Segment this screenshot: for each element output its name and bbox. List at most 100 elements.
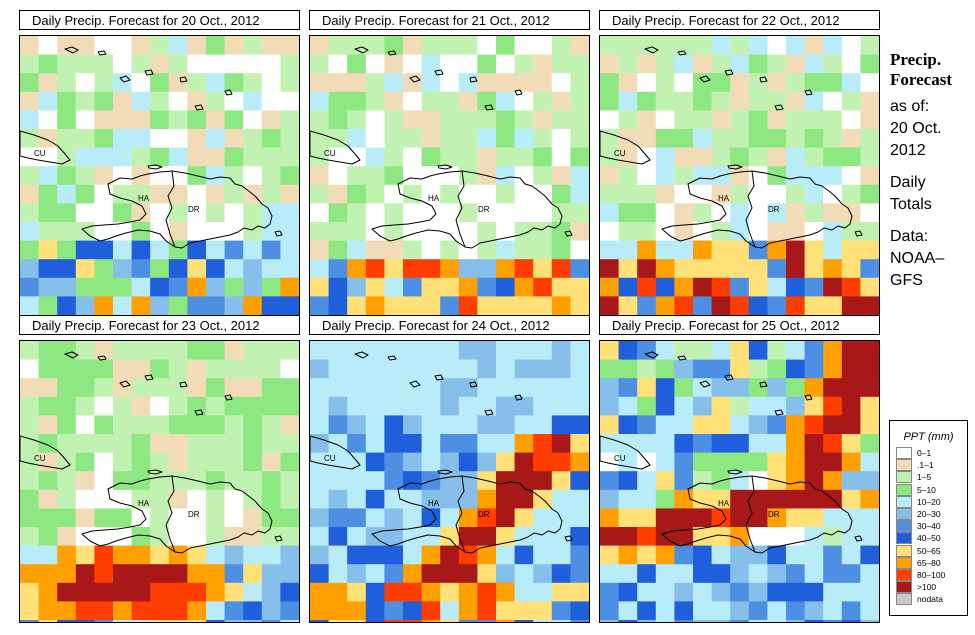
grid-cell [421, 527, 441, 546]
legend-item: 5–10 [890, 483, 967, 496]
grid-cell [440, 203, 460, 223]
grid-cell [206, 601, 225, 621]
grid-cell [206, 91, 225, 111]
grid-cell [458, 396, 478, 416]
legend-label: 20–30 [917, 509, 941, 520]
grid-cell [570, 359, 589, 379]
grid-cell [20, 110, 39, 130]
as-of-date-line2: 2012 [890, 142, 926, 159]
grid-cell [38, 110, 58, 130]
grid-cell [730, 203, 750, 223]
legend-item: >100 [890, 581, 967, 594]
grid-cell [403, 166, 422, 186]
grid-cell [674, 434, 694, 453]
grid-cell [224, 166, 244, 186]
grid-cell [403, 341, 422, 360]
grid-cell [841, 396, 861, 416]
grid-cell [655, 240, 675, 260]
grid-cell [75, 129, 95, 148]
grid-cell [347, 73, 367, 93]
ppt-legend: PPT (mm) 0–1.1–1 1–5 5–10 10–20 20–30 30–40 40… [889, 420, 968, 616]
grid-cell [261, 110, 281, 130]
grid-cell [860, 359, 879, 379]
grid-cell [711, 489, 731, 509]
grid-cell [310, 296, 329, 316]
grid-cell [711, 359, 731, 379]
grid-cell [823, 73, 843, 93]
grid-cell [243, 166, 263, 186]
grid-cell [655, 129, 675, 148]
grid-cell [38, 341, 58, 360]
grid-cell [75, 434, 95, 453]
grid-cell [261, 166, 281, 186]
grid-cell [365, 378, 385, 398]
grid-cell [94, 378, 114, 398]
grid-cell [440, 36, 460, 55]
grid-cell [113, 277, 132, 297]
grid-cell [328, 545, 348, 565]
grid-cell [243, 545, 263, 565]
grid-cell [384, 564, 404, 584]
grid-cell [365, 434, 385, 453]
grid-cell [150, 240, 170, 260]
grid-cell [514, 527, 534, 546]
grid-cell [496, 36, 515, 55]
grid-cell [187, 527, 207, 546]
totals-line1: Daily [890, 174, 926, 191]
grid-cell [748, 396, 768, 416]
grid-cell [693, 508, 712, 528]
grid-cell [496, 545, 515, 565]
grid-cell [243, 527, 263, 546]
grid-cell [384, 240, 404, 260]
grid-cell [403, 184, 422, 204]
grid-cell [637, 471, 657, 491]
grid-cell [310, 582, 329, 602]
legend-label: 1–5 [917, 472, 932, 483]
grid-cell [20, 296, 39, 316]
grid-cell [403, 415, 422, 435]
grid-cell [711, 91, 731, 111]
grid-cell [860, 240, 879, 260]
grid-cell [477, 54, 497, 74]
grid-cell [310, 259, 329, 279]
grid-cell [440, 582, 460, 602]
island-outline [804, 89, 813, 96]
grid-cell [458, 184, 478, 204]
grid-cell [310, 341, 329, 360]
grid-cell [860, 36, 879, 55]
grid-cell [860, 415, 879, 435]
grid-cell [310, 73, 329, 93]
grid-cell [20, 378, 39, 398]
grid-cell [618, 545, 638, 565]
grid-cell [674, 296, 694, 316]
grid-cell [347, 601, 367, 621]
grid-cell [767, 110, 787, 130]
grid-cell [57, 508, 77, 528]
grid-cell [786, 54, 805, 74]
grid-cell [786, 296, 805, 316]
grid-cell [514, 508, 534, 528]
map-label-ha: HA [718, 499, 730, 508]
grid-cell [347, 203, 367, 223]
grid-cell [261, 129, 281, 148]
grid-cell [514, 620, 534, 622]
grid-cell [310, 129, 329, 148]
grid-cell [384, 471, 404, 491]
grid-cell [20, 582, 39, 602]
grid-cell [514, 73, 534, 93]
grid-cell [804, 359, 824, 379]
grid-cell [38, 54, 58, 74]
grid-cell [328, 296, 348, 316]
grid-cell [168, 378, 188, 398]
grid-cell [243, 73, 263, 93]
grid-cell [384, 54, 404, 74]
legend-label: .1–1 [917, 460, 934, 471]
grid-cell [206, 73, 225, 93]
grid-cell [243, 434, 263, 453]
grid-cell [477, 545, 497, 565]
grid-cell [458, 508, 478, 528]
grid-cell [187, 91, 207, 111]
grid-cell [711, 341, 731, 360]
grid-cell [365, 54, 385, 74]
grid-cell [458, 434, 478, 453]
